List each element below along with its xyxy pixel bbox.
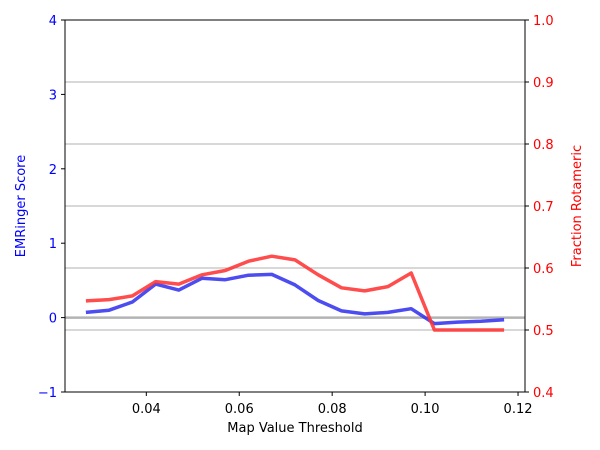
fraction-rotameric-line [85, 254, 505, 332]
left-tick-label: 4 [49, 14, 57, 29]
right-axis-ticks: 0.4 0.5 0.6 0.7 0.8 0.9 1.0 [525, 14, 554, 401]
x-tick-label: 0.12 [504, 402, 533, 417]
left-tick-label: 1 [49, 237, 57, 252]
x-tick-label: 0.10 [411, 402, 440, 417]
series-group [85, 254, 505, 332]
right-tick-label: 0.4 [533, 386, 554, 401]
left-tick-label: 2 [49, 163, 57, 178]
right-axis-title: Fraction Rotameric [570, 145, 585, 267]
right-tick-label: 0.8 [533, 138, 554, 153]
right-tick-label: 0.9 [533, 76, 554, 91]
left-tick-label: 3 [49, 88, 57, 103]
x-axis-title: Map Value Threshold [227, 421, 362, 436]
left-axis-title: EMRinger Score [14, 155, 29, 257]
left-tick-label: −1 [38, 386, 57, 401]
right-tick-label: 0.6 [533, 262, 554, 277]
right-tick-label: 0.5 [533, 324, 554, 339]
left-axis-ticks: −1 0 1 2 3 4 [38, 14, 65, 401]
x-axis-ticks: 0.04 0.06 0.08 0.10 0.12 [132, 392, 533, 417]
x-tick-label: 0.08 [318, 402, 347, 417]
left-tick-label: 0 [49, 312, 57, 327]
right-tick-label: 0.7 [533, 200, 554, 215]
right-tick-label: 1.0 [533, 14, 554, 29]
x-tick-label: 0.06 [225, 402, 254, 417]
x-tick-label: 0.04 [132, 402, 161, 417]
emringer-score-line [85, 272, 505, 326]
plot-area [64, 19, 526, 393]
